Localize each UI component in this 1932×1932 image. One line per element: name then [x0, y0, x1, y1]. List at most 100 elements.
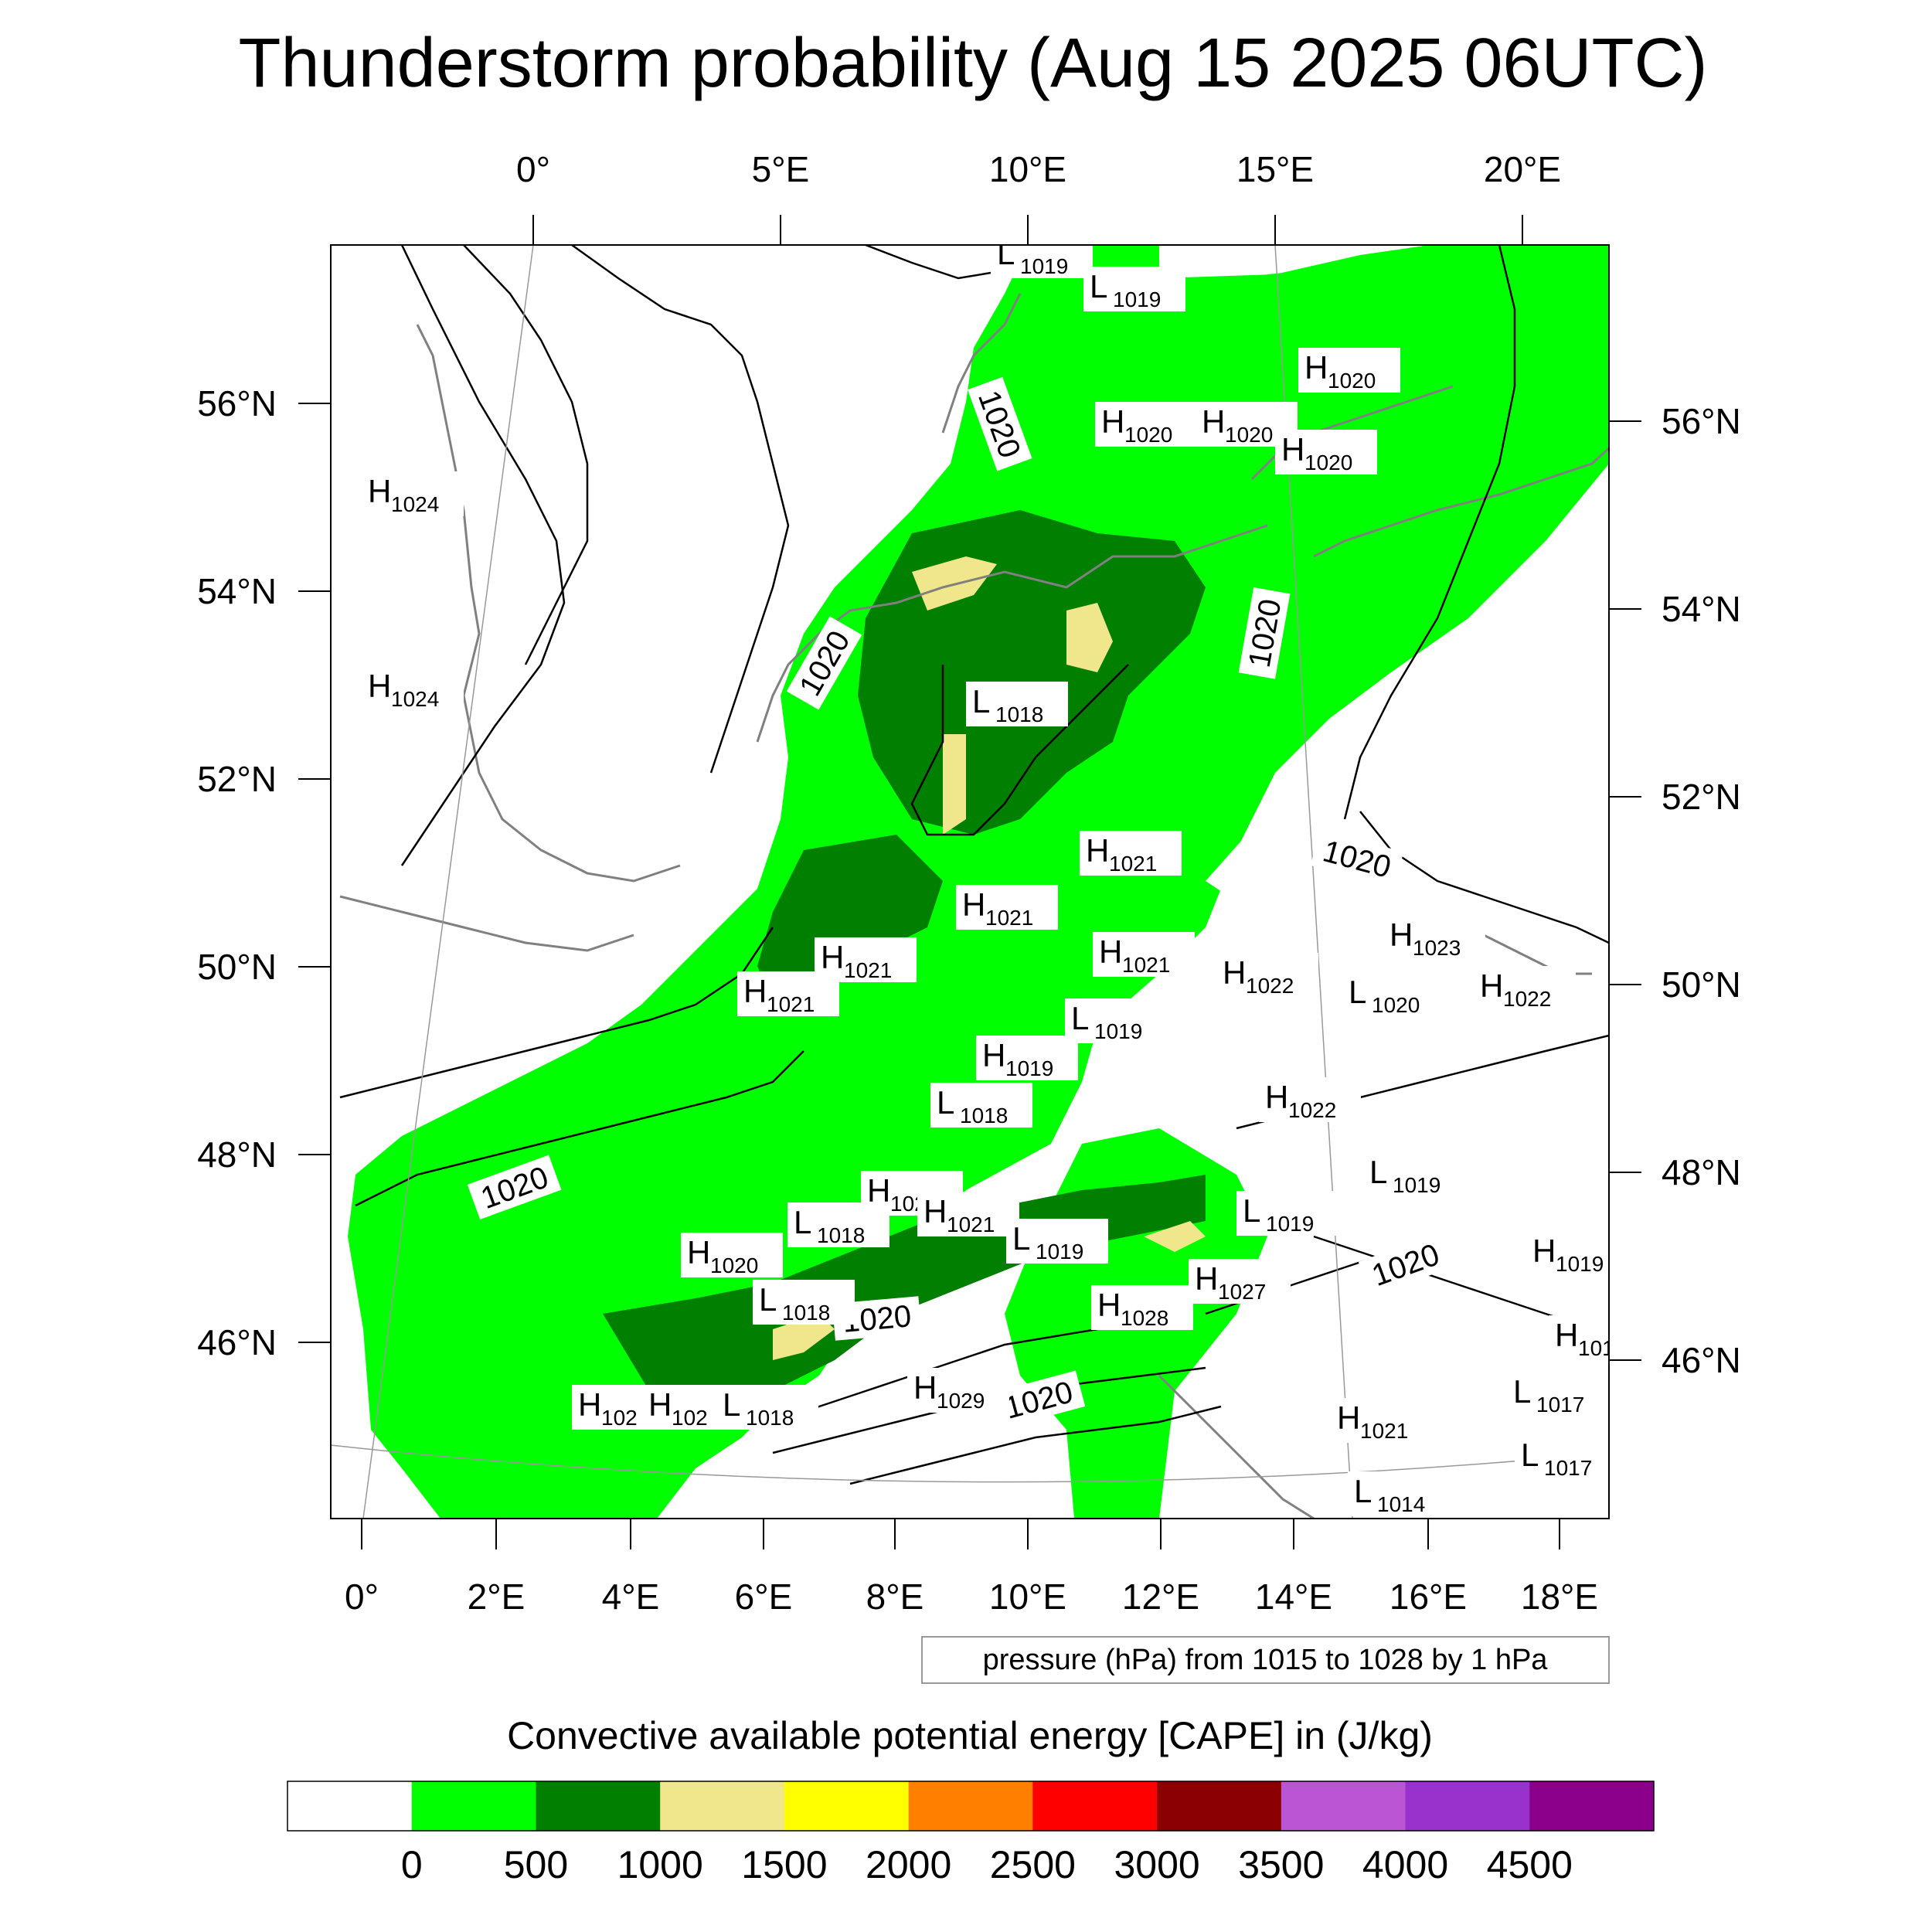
colorbar-title: Convective available potential energy [C… [507, 1714, 1433, 1757]
pressure-center-letter: L [1521, 1437, 1539, 1473]
high-pressure-center: H 1027 [1189, 1259, 1291, 1304]
high-pressure-center: H 1029 [907, 1368, 1009, 1413]
pressure-center-value: 1021 [985, 906, 1033, 930]
top-longitude-axis: 0° 5°E 10°E 15°E 20°E [516, 149, 1561, 245]
colorbar-swatch [1157, 1781, 1282, 1831]
pressure-center-letter: H [982, 1037, 1005, 1073]
pressure-center-value: 1019 [1556, 1252, 1604, 1276]
pressure-center-letter: H [578, 1386, 601, 1423]
pressure-center-box [1383, 915, 1485, 960]
cape-field-0-500 [348, 245, 1609, 1519]
pressure-center-value: 1019 [1393, 1173, 1440, 1197]
map-title: Thunderstorm probability (Aug 15 2025 06… [239, 25, 1708, 102]
bottom-lon-label: 10°E [989, 1577, 1066, 1617]
pressure-center-value: 1024 [391, 492, 439, 516]
pressure-center-box [1474, 966, 1576, 1011]
colorbar-swatch [908, 1781, 1033, 1831]
pressure-center-box [1507, 1372, 1609, 1417]
pressure-center-box [1259, 1077, 1361, 1122]
colorbar-tick-label: 2500 [990, 1843, 1076, 1886]
pressure-center-box [716, 1385, 818, 1430]
pressure-center-value: 1021 [844, 958, 892, 982]
top-lon-label: 15°E [1236, 149, 1314, 189]
pressure-center-value: 1020 [710, 1253, 758, 1277]
colorbar-tick-label: 1000 [617, 1843, 703, 1886]
pressure-center-box [1348, 1471, 1450, 1516]
pressure-center-value: 1021 [947, 1213, 995, 1236]
pressure-center-box [362, 471, 464, 516]
low-pressure-center: L 1019 [1065, 998, 1167, 1043]
pressure-center-box [737, 971, 839, 1016]
pressure-center-letter: H [368, 473, 391, 509]
bottom-lon-label: 0° [345, 1577, 379, 1617]
contour-label-box [1238, 587, 1291, 679]
pressure-center-box [1342, 972, 1444, 1017]
pressure-center-letter: H [821, 939, 844, 975]
colorbar-tick-label: 500 [504, 1843, 568, 1886]
pressure-center-letter: H [1555, 1317, 1578, 1353]
pressure-center-letter: H [1480, 968, 1503, 1004]
pressure-center-letter: L [972, 683, 990, 719]
low-pressure-center: L 1018 [966, 682, 1068, 726]
colorbar-tick-label: 4500 [1487, 1843, 1573, 1886]
pressure-center-letter: L [1513, 1373, 1531, 1410]
map-frame [330, 244, 1610, 1519]
high-pressure-center: H 1021 [956, 885, 1058, 930]
pressure-center-box [917, 1192, 1019, 1236]
pressure-center-letter: L [723, 1386, 740, 1423]
bottom-lon-label: 6°E [735, 1577, 793, 1617]
pressure-center-value: 1028 [1121, 1306, 1168, 1330]
low-pressure-center: L 1020 [1342, 972, 1444, 1017]
colorbar-swatch [287, 1781, 413, 1831]
colorbar-swatch [784, 1781, 910, 1831]
pressure-center-letter: L [1012, 1220, 1030, 1257]
pressure-center-value: 1021 [1122, 953, 1170, 977]
left-lat-label: 50°N [197, 947, 277, 987]
high-pressure-center: H 1020 [1275, 430, 1377, 474]
pressure-center-box [1083, 267, 1185, 311]
pressure-center-letter: H [1195, 1260, 1218, 1297]
pressure-center-value: 1021 [1360, 1419, 1408, 1443]
pressure-center-letter: H [1101, 403, 1124, 440]
low-pressure-center: L 1019 [1236, 1191, 1338, 1236]
colorbar-swatch [1529, 1781, 1655, 1831]
right-lat-label: 54°N [1662, 589, 1741, 629]
pressure-center-box [1526, 1231, 1609, 1276]
colorbar-tick-label: 1500 [741, 1843, 827, 1886]
pressure-center-letter: H [923, 1193, 947, 1230]
top-lon-label: 5°E [752, 149, 810, 189]
colorbar-swatch [1281, 1781, 1406, 1831]
pressure-center-box [1298, 348, 1400, 393]
pressure-center-value: 102 [601, 1406, 638, 1430]
top-lon-label: 10°E [989, 149, 1066, 189]
pressure-center-letter: H [1097, 1287, 1121, 1323]
pressure-center-box [1515, 1435, 1609, 1480]
pressure-center-box [1363, 1152, 1465, 1197]
pressure-center-value: 1018 [995, 702, 1043, 726]
bottom-lon-label: 14°E [1255, 1577, 1332, 1617]
pressure-center-letter: H [1265, 1079, 1288, 1115]
pressure-center-box [1080, 831, 1182, 876]
pressure-center-box [1006, 1219, 1108, 1264]
pressure-center-value: 1020 [1328, 369, 1376, 393]
pressure-center-value: 1029 [937, 1389, 985, 1413]
pressure-center-value: 1019 [1020, 254, 1068, 278]
pressure-center-value: 1024 [391, 687, 439, 711]
pressure-center-box [753, 1280, 855, 1325]
cape-field-1000-1500-c [943, 734, 966, 835]
pressure-center-box [1065, 998, 1167, 1043]
pressure-center-box [362, 666, 464, 711]
pressure-center-box [991, 245, 1093, 278]
high-pressure-center: H 1022 [1216, 953, 1318, 998]
pressure-center-letter: H [648, 1386, 672, 1423]
bottom-lon-label: 18°E [1521, 1577, 1598, 1617]
pressure-center-value: 1027 [1218, 1280, 1266, 1304]
top-lon-label: 0° [516, 149, 550, 189]
pressure-center-letter: H [1202, 403, 1225, 440]
pressure-center-letter: L [1071, 1000, 1089, 1036]
pressure-center-value: 1020 [1372, 993, 1420, 1017]
low-pressure-center: L 1018 [753, 1280, 855, 1325]
bottom-lon-label: 2°E [468, 1577, 526, 1617]
